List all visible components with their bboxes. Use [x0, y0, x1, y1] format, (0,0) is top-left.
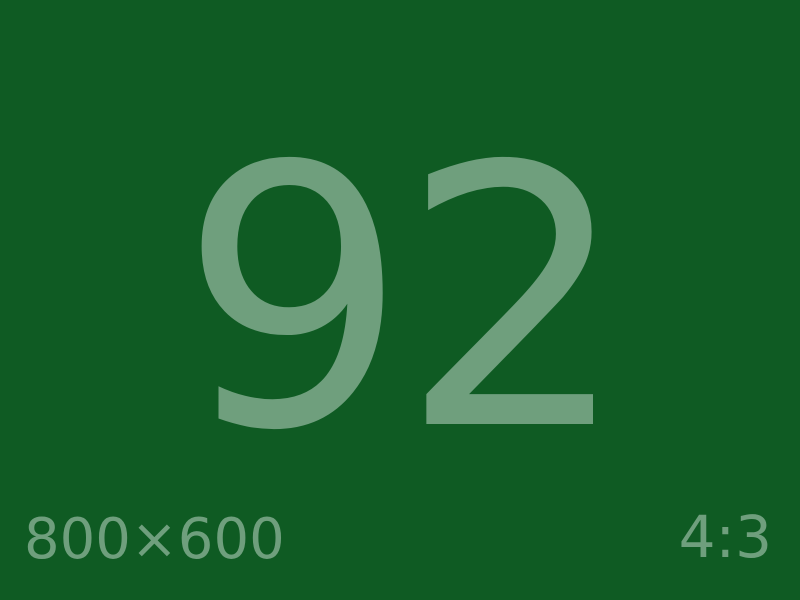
- dimensions-label: 800×600: [24, 507, 285, 572]
- center-number: 92: [178, 90, 629, 509]
- aspect-ratio-label: 4:3: [678, 503, 772, 571]
